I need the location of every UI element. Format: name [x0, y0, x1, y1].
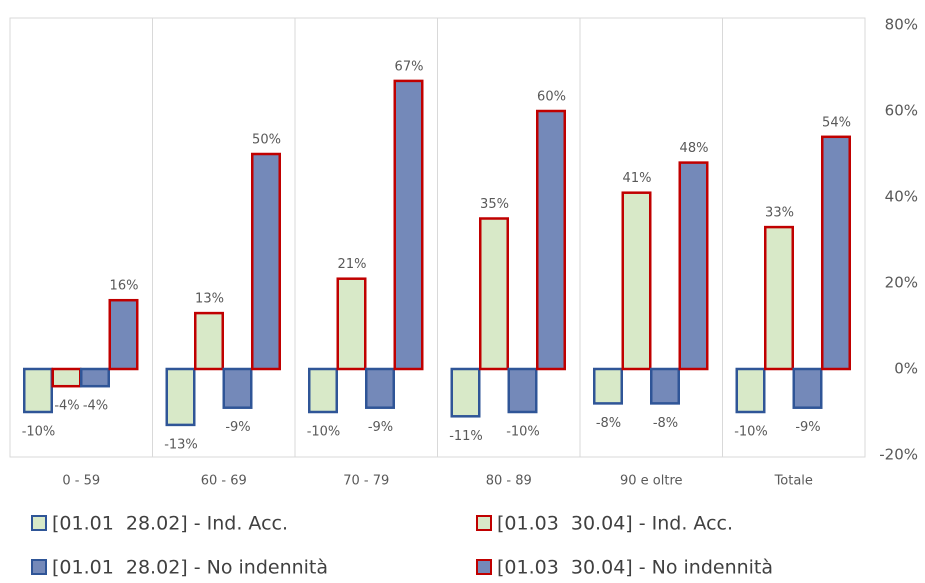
value-label: -10%	[307, 425, 341, 440]
y-tick-label: 0%	[894, 360, 918, 378]
value-label: -13%	[164, 437, 198, 452]
legend-swatch	[31, 515, 47, 531]
x-tick-label: 70 - 79	[343, 474, 389, 489]
value-label: 60%	[537, 90, 566, 105]
legend-label: [01.01 28.02] - No indennità	[52, 557, 328, 579]
value-label: -10%	[22, 425, 56, 440]
value-label: 41%	[623, 171, 652, 186]
bar	[735, 367, 766, 414]
y-tick-label: -20%	[879, 446, 918, 464]
bar	[365, 367, 395, 409]
value-label: -4%	[54, 399, 79, 414]
legend-label: [01.01 28.02] - Ind. Acc.	[52, 513, 288, 535]
bar	[222, 367, 253, 409]
bar	[621, 191, 652, 371]
bar	[650, 367, 680, 405]
bar	[251, 152, 281, 371]
x-tick-label: 80 - 89	[486, 474, 532, 489]
bar	[108, 298, 139, 371]
value-label: 54%	[822, 115, 851, 130]
value-label: 16%	[110, 279, 139, 294]
bar	[792, 367, 823, 409]
legend-swatch	[476, 559, 492, 575]
bar	[165, 367, 196, 427]
bar	[393, 79, 424, 371]
value-label: -8%	[653, 416, 678, 431]
bar	[764, 225, 794, 371]
bar	[507, 367, 538, 414]
y-tick-label: 80%	[885, 16, 918, 34]
bar	[336, 277, 367, 371]
bar	[450, 367, 481, 418]
bar	[23, 367, 53, 414]
value-label: -10%	[734, 425, 768, 440]
bar	[308, 367, 338, 414]
legend-label: [01.03 30.04] - No indennità	[497, 557, 773, 579]
value-label: -10%	[506, 425, 540, 440]
bar	[51, 367, 82, 388]
value-label: 35%	[480, 197, 509, 212]
legend-swatch	[476, 515, 492, 531]
value-label: 67%	[395, 59, 424, 74]
bar	[194, 311, 224, 371]
x-tick-label: 0 - 59	[62, 474, 100, 489]
legend-swatch	[31, 559, 47, 575]
bar	[479, 217, 509, 371]
x-tick-label: 90 e oltre	[620, 474, 683, 489]
y-tick-label: 40%	[885, 188, 918, 206]
bar	[678, 161, 709, 371]
value-label: -11%	[449, 429, 483, 444]
y-tick-label: 20%	[885, 274, 918, 292]
value-label: -4%	[83, 399, 108, 414]
value-label: -9%	[795, 420, 820, 435]
value-label: 50%	[252, 133, 281, 148]
y-tick-label: 60%	[885, 102, 918, 120]
value-label: -9%	[225, 420, 250, 435]
value-label: 33%	[765, 206, 794, 221]
bar	[593, 367, 623, 405]
value-label: 21%	[338, 257, 367, 272]
value-label: -9%	[368, 420, 393, 435]
value-label: 13%	[195, 292, 224, 307]
bar	[536, 109, 566, 371]
x-tick-label: Totale	[774, 474, 813, 489]
value-label: -8%	[596, 416, 621, 431]
legend-label: [01.03 30.04] - Ind. Acc.	[497, 513, 733, 535]
value-label: 48%	[680, 141, 709, 156]
x-tick-label: 60 - 69	[201, 474, 247, 489]
bar	[821, 135, 851, 371]
bar	[80, 367, 110, 388]
